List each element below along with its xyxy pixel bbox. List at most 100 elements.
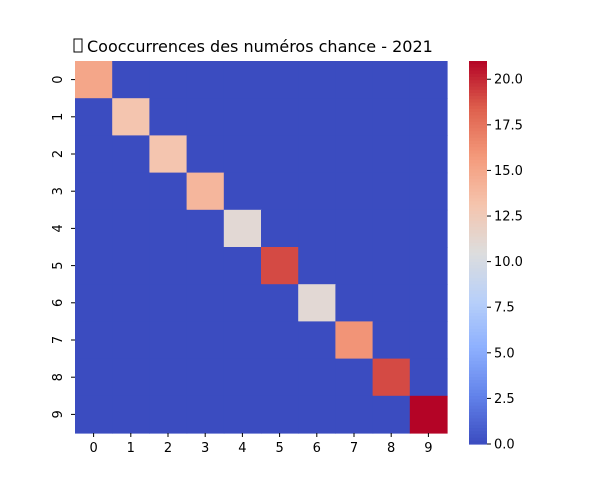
heatmap-cell-8-9: [409, 358, 448, 397]
heatmap-cell-6-1: [112, 284, 150, 322]
colorbar-segment: [469, 370, 487, 375]
chart-title-group: Cooccurrences des numéros chance - 2021: [73, 37, 433, 56]
heatmap-cell-7-6: [298, 321, 336, 360]
colorbar-segment: [469, 329, 487, 333]
heatmap-cell-0-0: [75, 61, 113, 99]
heatmap-cell-4-0: [75, 209, 113, 248]
colorbar-segment: [469, 211, 487, 215]
heatmap-cell-3-7: [335, 172, 374, 211]
y-tick-label: 4: [51, 224, 66, 232]
heatmap-cell-1-7: [335, 98, 374, 136]
colorbar-segment: [469, 207, 487, 212]
colorbar-segment: [469, 367, 487, 372]
heatmap-cell-1-2: [149, 98, 188, 136]
colorbar-segment: [469, 220, 487, 225]
colorbar-segment: [469, 297, 487, 301]
heatmap-cell-6-6: [298, 284, 336, 322]
colorbar-segment: [469, 386, 487, 391]
heatmap-cell-9-9: [409, 395, 448, 434]
colorbar-segment: [469, 281, 487, 286]
y-tick-label: 0: [51, 75, 66, 83]
heatmap-cell-5-8: [372, 247, 411, 285]
colorbar-segment: [469, 112, 487, 116]
colorbar-tick-label: 0.0: [494, 438, 515, 453]
colorbar-tick-label: 15.0: [494, 164, 523, 179]
colorbar-segment: [469, 357, 487, 362]
colorbar-segment: [469, 319, 487, 324]
colorbar-segment: [469, 115, 487, 120]
heatmap-cell-8-8: [372, 358, 411, 397]
colorbar-tick-label: 20.0: [494, 73, 523, 88]
heatmap-cell-5-6: [298, 247, 336, 285]
heatmap-cell-2-3: [186, 135, 225, 174]
colorbar-segment: [469, 147, 487, 151]
colorbar-segment: [469, 408, 487, 413]
colorbar-segment: [469, 108, 487, 113]
heatmap-cell-9-6: [298, 395, 336, 434]
heatmap-cell-8-5: [261, 358, 299, 397]
missing-glyph-icon: [73, 38, 83, 53]
heatmap-cell-3-6: [298, 172, 336, 211]
colorbar-tick-label: 5.0: [494, 346, 515, 361]
colorbar-segment: [469, 73, 487, 78]
x-tick-label: 8: [387, 441, 395, 456]
colorbar-segment: [469, 226, 487, 231]
heatmap-cell-5-5: [261, 247, 299, 285]
colorbar-segment: [469, 70, 487, 75]
colorbar-segment: [469, 195, 487, 199]
x-tick-label: 5: [275, 441, 283, 456]
colorbar-segment: [469, 214, 487, 218]
colorbar-segment: [469, 424, 487, 429]
heatmap-cell-6-7: [335, 284, 374, 322]
heatmap-cell-8-6: [298, 358, 336, 397]
colorbar-segment: [469, 67, 487, 72]
colorbar-segment: [469, 191, 487, 196]
heatmap-cell-3-8: [372, 172, 411, 211]
colorbar-segment: [469, 239, 487, 244]
heatmap-cell-8-4: [223, 358, 262, 397]
heatmap-cell-7-5: [261, 321, 299, 360]
colorbar-segment: [469, 345, 487, 349]
heatmap-cell-3-5: [261, 172, 299, 211]
colorbar-segment: [469, 354, 487, 359]
heatmap-cell-9-1: [112, 395, 150, 434]
heatmap-cell-9-5: [261, 395, 299, 434]
colorbar-segment: [469, 230, 487, 234]
colorbar-segment: [469, 437, 487, 442]
heatmap-cell-0-8: [372, 61, 411, 99]
colorbar-segment: [469, 284, 487, 289]
colorbar-segment: [469, 134, 487, 139]
heatmap-cell-6-2: [149, 284, 188, 322]
heatmap-cell-4-6: [298, 209, 336, 248]
colorbar-segment: [469, 92, 487, 97]
colorbar-segment: [469, 246, 487, 250]
heatmap-cell-5-4: [223, 247, 262, 285]
heatmap-cell-2-6: [298, 135, 336, 174]
y-tick-label: 6: [51, 299, 66, 307]
colorbar-segment: [469, 128, 487, 132]
heatmap-cell-8-2: [149, 358, 188, 397]
heatmap-cell-4-5: [261, 209, 299, 248]
x-tick-label: 0: [89, 441, 97, 456]
colorbar-segment: [469, 83, 487, 88]
heatmap-cell-6-4: [223, 284, 262, 322]
heatmap-cell-1-0: [75, 98, 113, 136]
heatmap-cells: [75, 61, 448, 434]
colorbar-segment: [469, 303, 487, 308]
x-tick-label: 2: [164, 441, 172, 456]
colorbar-segment: [469, 242, 487, 247]
y-tick-label: 3: [51, 187, 66, 195]
colorbar-segment: [469, 131, 487, 136]
colorbar-segment: [469, 179, 487, 183]
colorbar-segment: [469, 76, 487, 81]
colorbar-segment: [469, 80, 487, 84]
x-tick-label: 6: [313, 441, 321, 456]
colorbar-segment: [469, 293, 487, 298]
heatmap-cell-6-8: [372, 284, 411, 322]
heatmap-cell-5-0: [75, 247, 113, 285]
heatmap-cell-0-9: [409, 61, 448, 99]
heatmap-cell-1-1: [112, 98, 150, 136]
y-axis-ticks: 0 1 2 3 4 5 6 7 8 9: [51, 75, 75, 419]
colorbar-segment: [469, 156, 487, 161]
colorbar-segment: [469, 86, 487, 91]
